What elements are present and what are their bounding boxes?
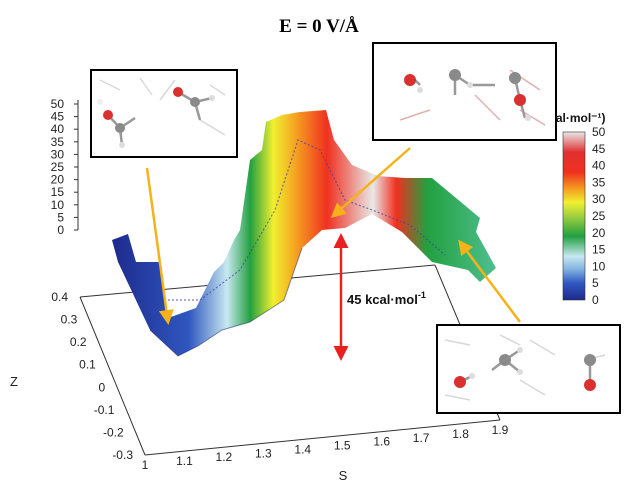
x-tick-label: 1.1 xyxy=(176,454,193,468)
arrow-product xyxy=(458,239,521,323)
x-tick-label: 1.2 xyxy=(216,450,233,464)
z-tick-label: 0 xyxy=(57,223,64,237)
colorbar-gradient xyxy=(562,131,586,301)
y-axis-label: Z xyxy=(10,374,18,389)
chart-title: E = 0 V/Å xyxy=(279,16,359,37)
y-tick-label: -0.2 xyxy=(103,425,124,439)
arrow-transition-state xyxy=(330,147,411,218)
z-tick-label: 5 xyxy=(57,210,64,224)
colorbar-tick-label: 30 xyxy=(592,192,606,206)
y-tick-label: 0 xyxy=(98,380,105,394)
y-tick-label: 0.1 xyxy=(79,358,96,372)
z-tick-label: 45 xyxy=(51,110,65,124)
colorbar-tick-label: 0 xyxy=(592,293,599,307)
x-axis-label: S xyxy=(339,468,348,483)
colorbar-tick-label: 50 xyxy=(592,125,606,139)
inset-pointer-arrows xyxy=(145,147,521,325)
colorbar-tick-label: 10 xyxy=(592,259,606,273)
x-tick-label: 1 xyxy=(142,458,149,472)
x-tick-label: 1.9 xyxy=(492,423,509,437)
x-tick-label: 1.8 xyxy=(452,427,469,441)
x-tick-label: 1.7 xyxy=(413,431,430,445)
inset-transition-state xyxy=(372,42,557,141)
colorbar-tick-label: 5 xyxy=(592,276,599,290)
z-tick-label: 40 xyxy=(51,122,65,136)
barrier-label-main: 45 kcal·mol xyxy=(347,292,418,307)
colorbar-tick-label: 20 xyxy=(592,226,606,240)
colorbar-tick-label: 25 xyxy=(592,209,606,223)
inset-reactant xyxy=(90,69,238,158)
colorbar-tick-label: 15 xyxy=(592,243,606,257)
x-axis-ticks: 1 1.1 1.2 1.3 1.4 1.5 1.6 1.7 1.8 1.9 xyxy=(142,423,509,472)
colorbar-tick-label: 45 xyxy=(592,142,606,156)
inset-product xyxy=(436,324,621,414)
z-tick-label: 25 xyxy=(51,160,65,174)
z-tick-label: 15 xyxy=(51,185,65,199)
y-tick-label: 0.3 xyxy=(61,313,78,327)
y-tick-label: -0.3 xyxy=(112,448,133,462)
z-tick-label: 35 xyxy=(51,135,65,149)
colorbar-tick-label: 35 xyxy=(592,175,606,189)
x-tick-label: 1.5 xyxy=(334,439,351,453)
y-tick-label: 0.2 xyxy=(70,335,87,349)
x-tick-label: 1.6 xyxy=(373,435,390,449)
minimum-energy-path xyxy=(160,139,446,301)
y-tick-label: 0.4 xyxy=(51,290,68,304)
z-tick-label: 50 xyxy=(51,97,65,111)
y-tick-label: -0.1 xyxy=(94,403,115,417)
barrier-label-exponent: -1 xyxy=(418,290,426,300)
barrier-label: 45 kcal·mol-1 xyxy=(347,290,426,307)
colorbar-tick-label: 40 xyxy=(592,159,606,173)
z-tick-label: 10 xyxy=(51,198,65,212)
z-tick-label: 20 xyxy=(51,173,65,187)
arrow-reactant xyxy=(145,167,174,325)
z-tick-label: 30 xyxy=(51,147,65,161)
x-tick-label: 1.4 xyxy=(294,442,311,456)
y-axis-ticks: 0.4 0.3 0.2 0.10 -0.1 -0.2 -0.3 xyxy=(51,290,133,462)
energy-surface xyxy=(112,110,496,357)
barrier-annotation: 45 kcal·mol-1 xyxy=(333,233,426,361)
surface-front-edge xyxy=(149,247,303,357)
x-tick-label: 1.3 xyxy=(255,446,272,460)
